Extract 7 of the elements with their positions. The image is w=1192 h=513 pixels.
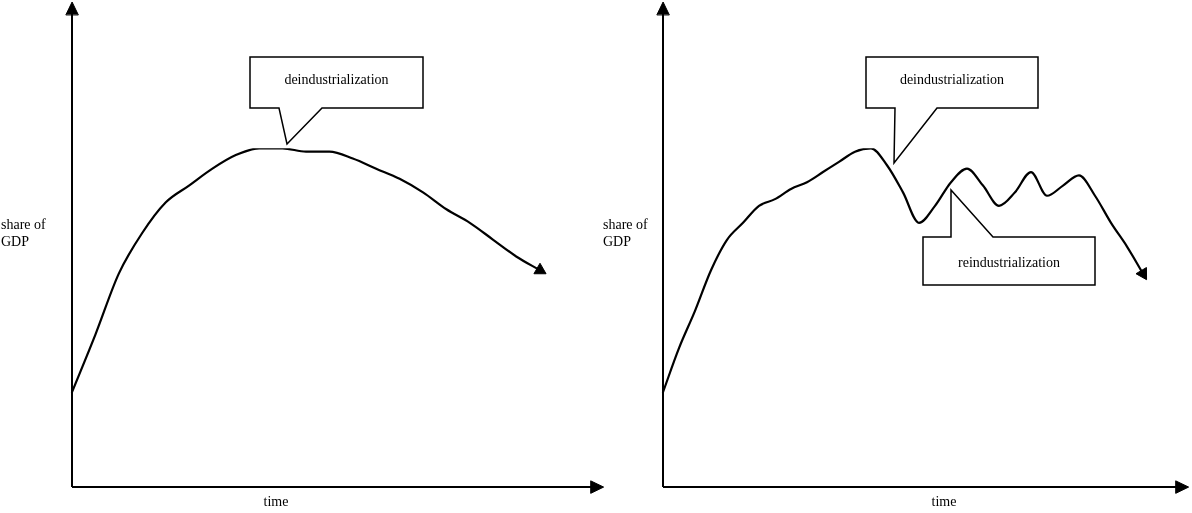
y-axis-title: share of GDP — [1, 216, 47, 250]
x-axis-title: time — [931, 494, 957, 510]
text: deindustrialization — [284, 72, 389, 88]
annotation: reindustrialization — [958, 254, 1060, 270]
text: deindustrialization — [899, 72, 1005, 88]
x-axis-title: time — [263, 494, 289, 510]
y-axis-title: share of GDP — [603, 216, 649, 250]
